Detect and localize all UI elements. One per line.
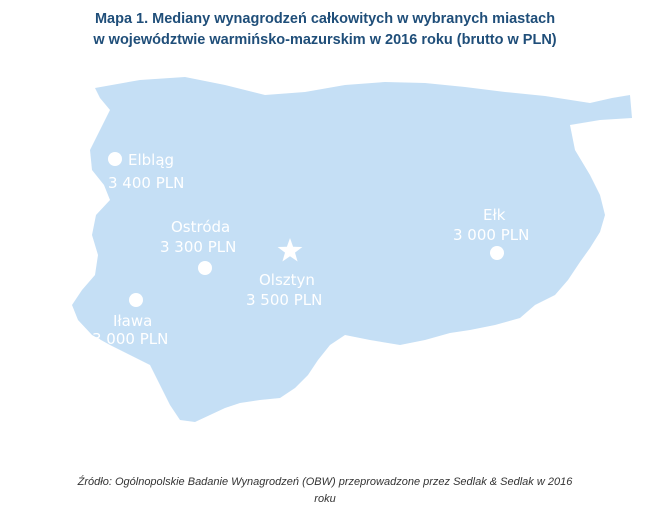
city-name-label: Iława xyxy=(113,312,152,330)
city-value-label: 3 300 PLN xyxy=(160,238,236,256)
city-name-label: Ełk xyxy=(483,206,506,224)
city-value-label: 3 000 PLN xyxy=(453,226,529,244)
source-note-line-2: roku xyxy=(314,493,336,505)
city-name-label: Ostróda xyxy=(171,218,230,236)
city-olsztyn: Olsztyn 3 500 PLN xyxy=(246,238,322,309)
city-marker-circle xyxy=(490,246,504,260)
city-ilawa: Iława 3 000 PLN xyxy=(92,293,168,348)
region-shape xyxy=(72,77,632,422)
city-name-label: Olsztyn xyxy=(259,271,315,289)
city-value-label: 3 000 PLN xyxy=(92,330,168,348)
map-title-line-1: Mapa 1. Mediany wynagrodzeń całkowitych … xyxy=(94,11,556,27)
city-elblag: Elbląg 3 400 PLN xyxy=(108,151,184,192)
city-value-label: 3 500 PLN xyxy=(246,291,322,309)
map-title-line-2: w województwie warmińsko-mazurskim w 201… xyxy=(93,32,557,48)
city-marker-circle xyxy=(108,152,122,166)
city-ostroda: Ostróda 3 300 PLN xyxy=(160,218,236,275)
source-note-line-1: Źródło: Ogólnopolskie Badanie Wynagrodze… xyxy=(77,476,573,488)
map-title: Mapa 1. Mediany wynagrodzeń całkowitych … xyxy=(0,9,650,51)
city-marker-circle xyxy=(198,261,212,275)
city-value-label: 3 400 PLN xyxy=(108,174,184,192)
city-marker-star xyxy=(277,238,303,262)
source-note: Źródło: Ogólnopolskie Badanie Wynagrodze… xyxy=(0,474,650,508)
city-marker-circle xyxy=(129,293,143,307)
city-name-label: Elbląg xyxy=(128,151,174,169)
city-elk: Ełk 3 000 PLN xyxy=(453,206,529,260)
